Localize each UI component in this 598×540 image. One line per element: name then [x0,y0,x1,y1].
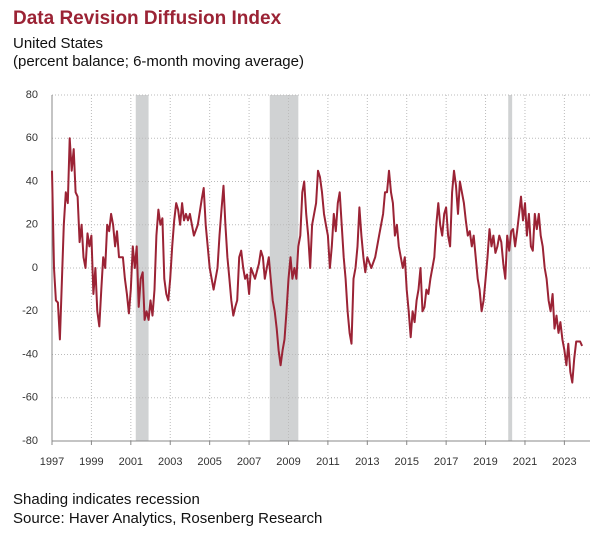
recession-band [508,95,513,441]
x-tick-label: 2017 [434,456,458,468]
x-tick-label: 2003 [158,456,182,468]
y-tick-label: 80 [26,89,38,101]
y-tick-label: -20 [22,305,38,317]
x-tick-label: 2001 [119,456,143,468]
data-line [51,137,584,384]
x-tick-label: 2009 [276,456,300,468]
chart-note: Shading indicates recession [13,491,200,508]
chart-title: Data Revision Diffusion Index [13,8,282,29]
chart-source: Source: Haver Analytics, Rosenberg Resea… [13,510,322,527]
y-tick-label: 20 [26,219,38,231]
x-tick-label: 2005 [197,456,221,468]
y-tick-label: 40 [26,175,38,187]
x-tick-label: 1999 [79,456,103,468]
x-tick-label: 2023 [552,456,576,468]
x-tick-label: 1997 [40,456,64,468]
chart-subtitle: United States [13,35,103,52]
x-tick-label: 2013 [355,456,379,468]
y-tick-label: -60 [22,392,38,404]
chart-subtitle: (percent balance; 6-month moving average… [13,53,304,70]
x-tick-label: 2019 [473,456,497,468]
y-tick-label: 0 [32,262,38,274]
x-tick-label: 2015 [394,456,418,468]
y-tick-label: -80 [22,435,38,447]
x-tick-label: 2021 [513,456,537,468]
y-tick-label: 60 [26,132,38,144]
y-tick-label: -40 [22,348,38,360]
x-tick-label: 2007 [237,456,261,468]
x-tick-label: 2011 [316,456,340,468]
